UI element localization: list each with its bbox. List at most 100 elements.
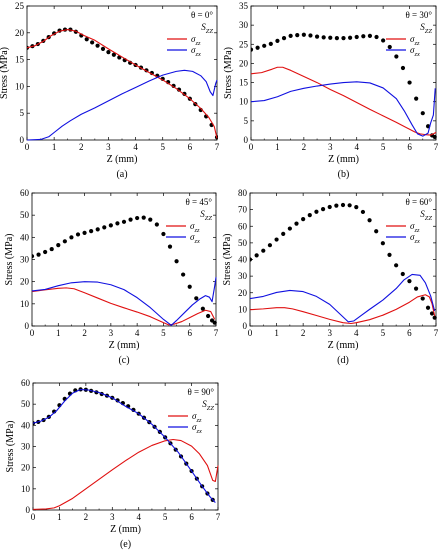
y-tick-label: 30 — [21, 442, 31, 452]
theta-annotation: θ = 0° — [191, 10, 213, 20]
sigma-zx-line — [250, 273, 436, 323]
x-tick-label: 3 — [106, 142, 111, 152]
szz-data-point — [111, 52, 116, 57]
sigma-zx-line — [32, 277, 217, 326]
szz-data-point — [115, 221, 120, 226]
legend-label-sigma-zx: σzx — [192, 422, 202, 435]
x-tick-label: 4 — [133, 142, 138, 152]
sigma-zx-line — [251, 81, 436, 137]
szz-data-point — [200, 306, 205, 311]
szz-data-point — [380, 241, 385, 246]
legend-label-sigma-zx: σzx — [191, 45, 201, 58]
szz-data-point — [381, 38, 386, 43]
x-tick-label: 3 — [327, 328, 332, 338]
legend-label-szz: SZZ — [420, 209, 432, 222]
x-tick-label: 0 — [248, 328, 253, 338]
szz-data-point — [167, 244, 173, 249]
szz-data-point — [194, 296, 199, 301]
y-tick-label: 40 — [20, 232, 30, 242]
szz-data-point — [128, 217, 133, 222]
x-tick-label: 2 — [302, 142, 307, 152]
y-tick-label: 5 — [244, 116, 249, 126]
szz-data-point — [56, 242, 61, 248]
legend-label-sigma-zz: σzz — [191, 34, 201, 47]
x-tick-label: 6 — [189, 512, 194, 522]
szz-data-point — [374, 229, 379, 234]
szz-data-point — [84, 37, 89, 42]
szz-data-point — [275, 38, 280, 43]
szz-data-point — [407, 80, 412, 85]
szz-data-point — [212, 320, 217, 325]
szz-data-point — [354, 205, 359, 210]
szz-data-point — [360, 209, 366, 215]
szz-data-point — [294, 221, 299, 226]
plot-frame — [250, 5, 437, 141]
y-axis-label: Stress (MPa) — [5, 421, 16, 473]
y-axis-label: Stress (MPa) — [4, 234, 15, 286]
series-group — [27, 27, 218, 141]
y-tick-label: 40 — [238, 255, 248, 265]
panel-label: (b) — [338, 169, 350, 180]
szz-data-point — [320, 207, 326, 212]
szz-data-point — [106, 49, 111, 55]
series-group — [251, 32, 437, 140]
x-tick-label: 6 — [188, 142, 193, 152]
szz-data-point — [135, 215, 140, 221]
szz-data-point — [413, 286, 419, 291]
szz-data-point — [420, 111, 425, 116]
szz-data-point — [75, 232, 81, 237]
legend-label-sigma-zx: σzx — [410, 232, 420, 245]
sigma-zz-line — [250, 294, 436, 325]
szz-data-point — [327, 204, 332, 210]
szz-data-point — [301, 217, 306, 222]
szz-data-point — [181, 272, 186, 277]
y-axis-label: Stress (MPa) — [0, 47, 10, 99]
theta-annotation: θ = 60° — [406, 197, 433, 207]
y-tick-label: 0 — [20, 135, 25, 145]
y-axis-label: Stress (MPa) — [222, 234, 233, 286]
x-axis-label: Z (mm) — [328, 154, 359, 165]
szz-data-point — [367, 33, 373, 38]
y-tick-label: 10 — [21, 484, 31, 494]
szz-data-point — [174, 259, 179, 264]
szz-data-point — [49, 246, 54, 252]
theta-annotation: θ = 45° — [186, 197, 213, 207]
y-tick-label: 0 — [25, 321, 30, 331]
y-tick-label: 80 — [238, 188, 248, 198]
szz-data-point — [307, 213, 312, 218]
szz-data-point — [354, 34, 359, 40]
szz-data-point — [154, 222, 159, 227]
szz-data-point — [102, 225, 107, 230]
szz-data-point — [361, 34, 366, 39]
panel-label: (a) — [116, 169, 127, 180]
x-tick-label: 4 — [135, 328, 140, 338]
szz-data-point — [348, 35, 353, 40]
szz-data-point — [314, 34, 320, 39]
szz-data-point — [394, 263, 399, 268]
x-tick-label: 0 — [249, 142, 254, 152]
szz-data-point — [429, 311, 435, 316]
szz-data-point — [374, 34, 379, 40]
szz-data-point — [387, 252, 392, 257]
szz-data-point — [334, 203, 339, 208]
x-axis-label: Z (mm) — [110, 524, 141, 535]
x-tick-label: 1 — [57, 512, 62, 522]
szz-data-point — [90, 40, 95, 45]
szz-data-point — [52, 409, 57, 414]
y-tick-label: 50 — [20, 210, 30, 220]
sigma-zx-line — [27, 69, 218, 141]
y-tick-label: 30 — [20, 255, 30, 265]
y-tick-label: 0 — [26, 505, 31, 515]
szz-data-point — [176, 87, 182, 92]
szz-data-point — [268, 41, 273, 47]
y-tick-label: 5 — [20, 108, 25, 118]
szz-data-point — [432, 315, 437, 320]
x-tick-label: 1 — [52, 142, 57, 152]
szz-data-point — [62, 239, 67, 244]
x-tick-label: 4 — [354, 328, 359, 338]
sigma-zx-line — [33, 389, 216, 503]
x-tick-label: 1 — [275, 142, 280, 152]
szz-data-point — [420, 296, 425, 301]
chart-panel-b: 0 1 2 3 4 5 6 7 0 5 10 15 20 25 30 35 Z (mm) Stress (MPa)… — [223, 1, 439, 180]
